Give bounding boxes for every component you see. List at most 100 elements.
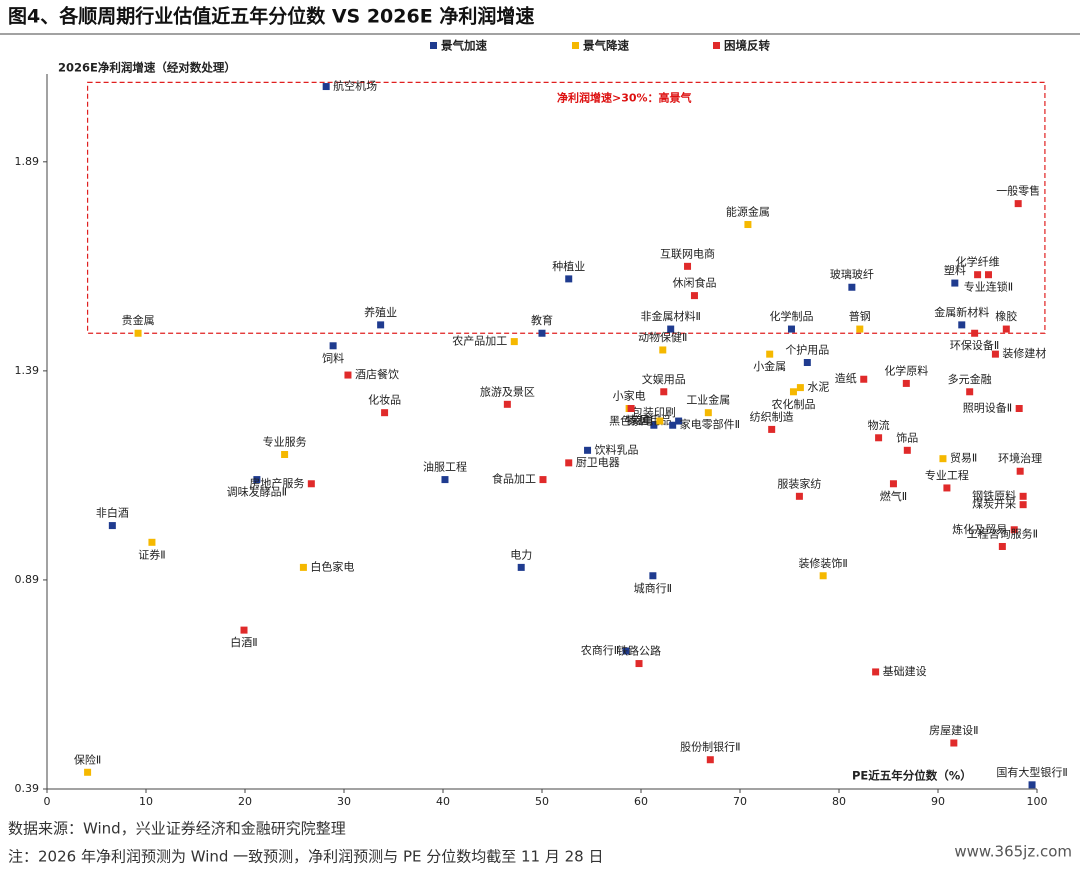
point-label: 装修装饰Ⅱ bbox=[798, 556, 847, 570]
point bbox=[706, 756, 714, 764]
point bbox=[951, 279, 959, 287]
highlight-label: 净利润增速>30%：高景气 bbox=[557, 90, 692, 104]
point-label: 黑色家电 bbox=[609, 414, 653, 428]
point bbox=[950, 739, 958, 747]
point-label: 非金属材料Ⅱ bbox=[640, 309, 700, 323]
point-label: 休闲食品 bbox=[672, 276, 716, 290]
point bbox=[307, 480, 315, 488]
point-label: 橡胶 bbox=[995, 309, 1017, 323]
point-label: 环保设备Ⅱ bbox=[950, 338, 999, 352]
point bbox=[649, 572, 657, 580]
point-label: 教育 bbox=[531, 313, 553, 327]
point-label: 互联网电商 bbox=[660, 246, 715, 260]
point bbox=[966, 388, 974, 396]
point-label: 农产品加工 bbox=[452, 334, 507, 348]
point-label: 工业金属 bbox=[686, 393, 730, 407]
point bbox=[974, 271, 982, 279]
point-label: 照明设备Ⅱ bbox=[963, 401, 1012, 415]
point bbox=[517, 563, 525, 571]
point-label: 一般零售 bbox=[996, 184, 1040, 198]
point bbox=[958, 321, 966, 329]
point-label: 化妆品 bbox=[368, 393, 401, 407]
point-label: 造纸 bbox=[835, 371, 857, 385]
point-label: 玻璃玻纤 bbox=[830, 267, 874, 281]
point bbox=[539, 476, 547, 484]
point-label: 家电零部件Ⅱ bbox=[680, 417, 740, 431]
point-label: 农商行Ⅱ bbox=[581, 643, 619, 657]
legend-label: 景气加速 bbox=[440, 39, 487, 53]
point bbox=[787, 325, 795, 333]
point-label: 食品加工 bbox=[492, 472, 536, 486]
point bbox=[503, 400, 511, 408]
point-label: 化学制品 bbox=[769, 309, 813, 323]
point bbox=[998, 542, 1006, 550]
point bbox=[991, 350, 999, 358]
note: 注：2026 年净利润预测为 Wind 一致预测，净利润预测与 PE 分位数均截… bbox=[8, 848, 603, 866]
point-label: 普钢 bbox=[849, 309, 871, 323]
point bbox=[1016, 467, 1024, 475]
x-tick-label: 60 bbox=[634, 795, 648, 808]
legend-label: 困境反转 bbox=[724, 39, 770, 53]
legend-swatch bbox=[430, 42, 437, 49]
point bbox=[650, 421, 658, 429]
point bbox=[903, 446, 911, 454]
point bbox=[1002, 325, 1010, 333]
point bbox=[381, 409, 389, 417]
watermark: www.365jz.com bbox=[954, 843, 1072, 861]
point bbox=[84, 768, 92, 776]
highlight-region bbox=[86, 81, 1046, 334]
point bbox=[538, 329, 546, 337]
point bbox=[1015, 405, 1023, 413]
point bbox=[635, 660, 643, 668]
point bbox=[1014, 200, 1022, 208]
point-label: 白酒Ⅱ bbox=[230, 635, 257, 649]
point-label: 证券Ⅱ bbox=[138, 547, 165, 561]
point-label: 城商行Ⅱ bbox=[634, 581, 672, 595]
point-label: 装修建材 bbox=[1002, 346, 1046, 360]
point bbox=[660, 388, 668, 396]
point-label: 铁路公路 bbox=[617, 645, 661, 658]
x-tick-label: 10 bbox=[139, 795, 153, 808]
point-label: 环境治理 bbox=[998, 451, 1042, 465]
point bbox=[148, 538, 156, 546]
point bbox=[889, 480, 897, 488]
y-tick-label: 1.39 bbox=[15, 364, 40, 377]
point-label: 保险Ⅱ bbox=[74, 752, 101, 766]
point bbox=[796, 384, 804, 392]
x-tick-label: 90 bbox=[931, 795, 945, 808]
point bbox=[795, 492, 803, 500]
y-tick-label: 0.89 bbox=[15, 573, 40, 586]
point-label: 白色家电 bbox=[310, 559, 354, 573]
point-label: 厨卫电器 bbox=[576, 456, 620, 469]
point-label: 小家电 bbox=[613, 389, 646, 403]
point-label: 服装家纺 bbox=[777, 476, 821, 490]
x-tick-label: 40 bbox=[436, 795, 450, 808]
point bbox=[984, 271, 992, 279]
chart-title: 图4、各顺周期行业估值近五年分位数 VS 2026E 净利润增速 bbox=[8, 5, 534, 28]
point-label: 化学纤维 bbox=[956, 255, 1000, 269]
point bbox=[659, 346, 667, 354]
point bbox=[939, 455, 947, 463]
point-label: 煤炭开采 bbox=[972, 498, 1016, 511]
point bbox=[281, 450, 289, 458]
point bbox=[856, 325, 864, 333]
point-label: 文娱用品 bbox=[642, 372, 686, 386]
x-tick-label: 30 bbox=[337, 795, 351, 808]
x-tick-label: 70 bbox=[733, 795, 747, 808]
point-label: 饰品 bbox=[896, 430, 918, 444]
point bbox=[329, 342, 337, 350]
legend-swatch bbox=[713, 42, 720, 49]
point bbox=[860, 375, 868, 383]
point-label: 专业服务 bbox=[263, 434, 307, 448]
point bbox=[622, 647, 630, 655]
x-tick-label: 80 bbox=[832, 795, 846, 808]
point bbox=[565, 275, 573, 283]
point-label: 炼化及贸易 bbox=[952, 522, 1007, 536]
y-tick-label: 0.39 bbox=[15, 782, 40, 795]
point bbox=[565, 459, 573, 467]
point bbox=[1019, 501, 1027, 509]
point bbox=[240, 626, 248, 634]
point-label: 能源金属 bbox=[726, 205, 770, 219]
point-label: 水泥 bbox=[807, 381, 829, 394]
